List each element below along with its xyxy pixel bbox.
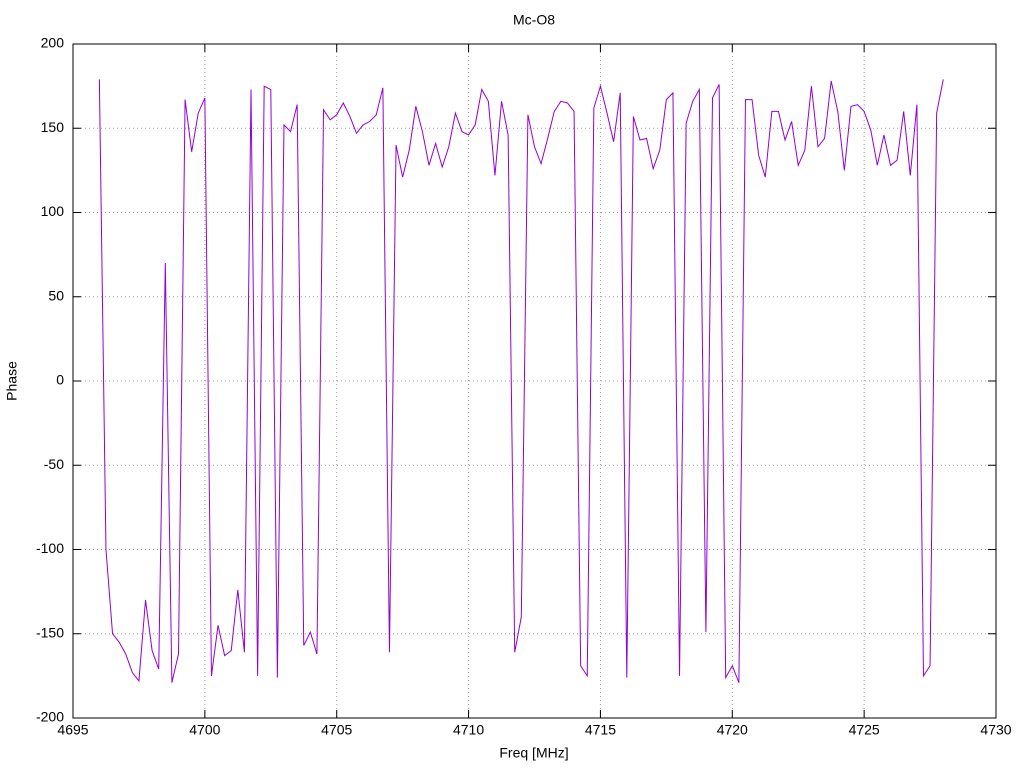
x-tick-label: 4730 bbox=[980, 722, 1011, 738]
x-tick-label: 4720 bbox=[717, 722, 748, 738]
y-tick-label: 0 bbox=[56, 372, 64, 388]
x-axis-label: Freq [MHz] bbox=[499, 745, 568, 761]
x-tick-label: 4700 bbox=[189, 722, 220, 738]
y-tick-label: -50 bbox=[44, 456, 64, 472]
y-tick-label: 50 bbox=[48, 287, 64, 303]
chart-title: Mc-O8 bbox=[513, 12, 555, 28]
y-tick-label: -150 bbox=[36, 624, 64, 640]
y-tick-label: 200 bbox=[41, 35, 65, 51]
y-tick-label: -100 bbox=[36, 540, 64, 556]
x-tick-label: 4710 bbox=[453, 722, 484, 738]
y-tick-label: 100 bbox=[41, 203, 65, 219]
y-tick-label: -200 bbox=[36, 709, 64, 725]
x-tick-label: 4695 bbox=[57, 722, 88, 738]
x-tick-label: 4705 bbox=[321, 722, 352, 738]
y-axis-label: Phase bbox=[4, 361, 20, 401]
y-tick-label: 150 bbox=[41, 119, 65, 135]
plot-border bbox=[72, 43, 997, 719]
data-line bbox=[98, 79, 944, 683]
x-tick-label: 4715 bbox=[585, 722, 616, 738]
x-tick-label: 4725 bbox=[849, 722, 880, 738]
